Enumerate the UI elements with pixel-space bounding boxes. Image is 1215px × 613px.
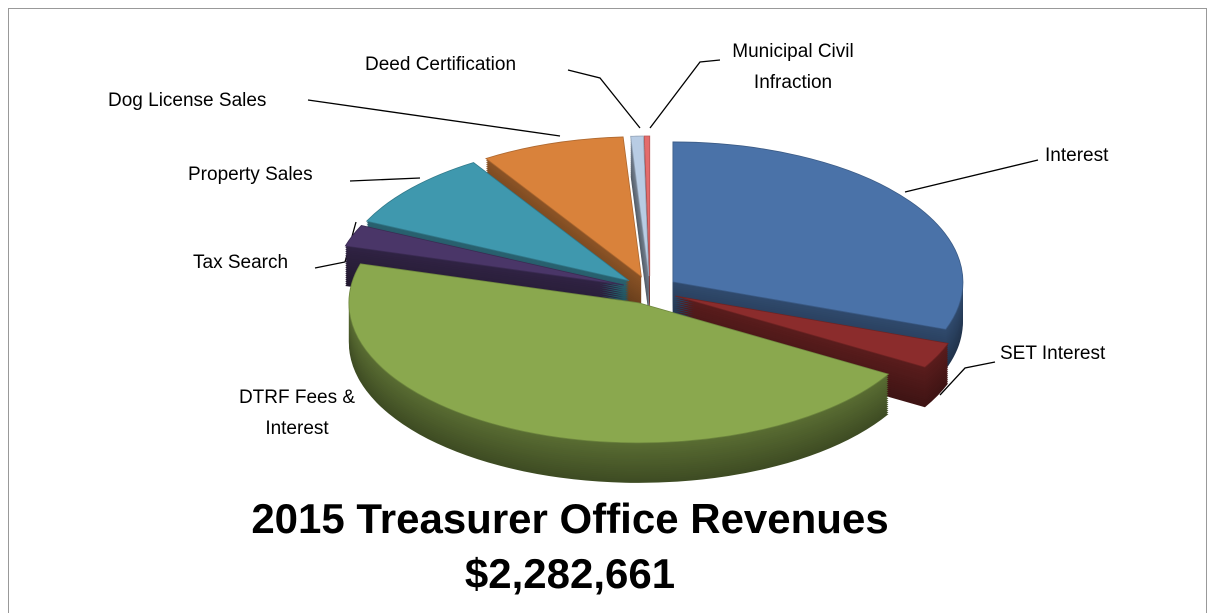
slice-label: Deed Certification	[365, 54, 517, 75]
leader-line	[649, 59, 721, 129]
slice	[365, 162, 630, 282]
leader-line	[939, 361, 996, 396]
slice-label: Municipal Civil Infraction	[732, 41, 854, 93]
slice-label: SET Interest	[1000, 343, 1106, 364]
slice	[672, 141, 964, 330]
slice	[348, 263, 890, 444]
slice-label: Tax Search	[193, 252, 289, 273]
pie	[344, 135, 964, 483]
leader-line	[567, 69, 641, 129]
slice	[630, 135, 650, 277]
leader-line	[349, 177, 421, 182]
slice-label: DTRF Fees & Interest	[238, 387, 356, 439]
leader-line	[307, 99, 561, 137]
chart-subtitle: $2,282,661	[464, 550, 676, 597]
slice-label: Property Sales	[188, 164, 313, 185]
slice-label: Interest	[1045, 145, 1109, 166]
chart-frame	[8, 8, 1207, 613]
slice	[344, 225, 624, 286]
slice-label: Dog License Sales	[108, 90, 267, 111]
leader-lines	[307, 59, 1039, 396]
slice	[485, 136, 642, 278]
slice	[675, 295, 949, 368]
leader-line	[904, 159, 1039, 193]
chart-title: 2015 Treasurer Office Revenues	[251, 495, 889, 542]
slice	[643, 135, 651, 277]
